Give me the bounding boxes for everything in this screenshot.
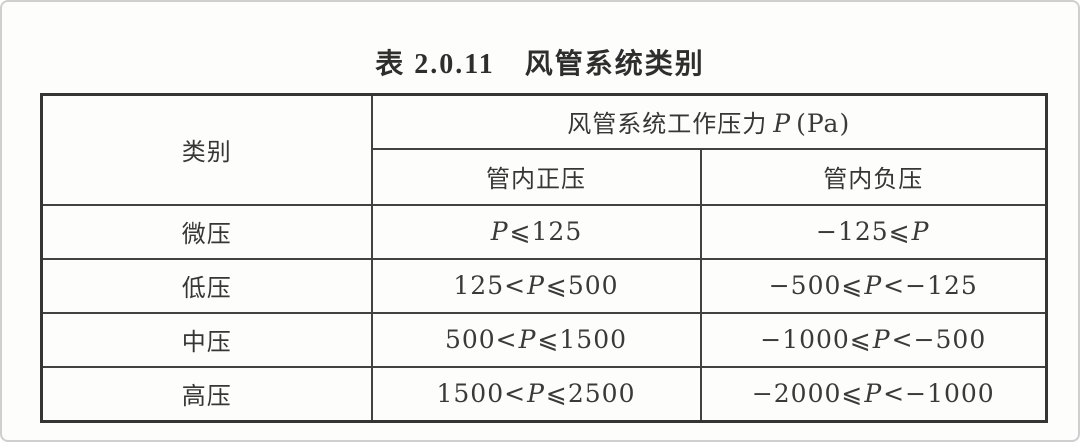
pressure-group-label: 风管系统工作压力 (567, 112, 768, 139)
table-row: 微压 P⩽125 −125⩽P (40, 203, 1048, 260)
positive-pressure-cell: P⩽125 (370, 203, 702, 260)
header-cell-pressure-group: 风管系统工作压力 P (Pa) (370, 93, 1048, 150)
positive-pressure-cell: 1500<P⩽2500 (370, 365, 702, 423)
table-row: 低压 125<P⩽500 −500⩽P<−125 (40, 257, 1048, 314)
positive-pressure-cell: 500<P⩽1500 (370, 311, 702, 368)
header-row-2: 管内正压 管内负压 (42, 147, 1048, 206)
header-cell-negative: 管内负压 (699, 147, 1048, 206)
header-row-1: 类别 风管系统工作压力 P (Pa) (40, 93, 1048, 206)
duct-system-category-table: 类别 风管系统工作压力 P (Pa) 管内正压 管内负压 微压 P⩽125 −125… (40, 93, 1049, 423)
negative-pressure-cell: −1000⩽P<−500 (699, 311, 1048, 368)
table-title: 表 2.0.11 风管系统类别 (375, 49, 705, 80)
category-cell: 低压 (40, 257, 373, 314)
pressure-symbol: P (773, 109, 792, 139)
negative-pressure-cell: −500⩽P<−125 (699, 257, 1048, 314)
category-cell: 微压 (40, 203, 373, 260)
table-row: 高压 1500<P⩽2500 −2000⩽P<−1000 (40, 365, 1048, 423)
pressure-unit: (Pa) (796, 109, 851, 139)
category-cell: 中压 (40, 311, 373, 368)
header-cell-positive: 管内正压 (370, 147, 702, 206)
category-cell: 高压 (40, 365, 373, 423)
positive-pressure-cell: 125<P⩽500 (370, 257, 702, 314)
negative-pressure-cell: −2000⩽P<−1000 (699, 365, 1048, 423)
negative-pressure-cell: −125⩽P (699, 203, 1048, 260)
table-row: 中压 500<P⩽1500 −1000⩽P<−500 (40, 311, 1048, 368)
header-cell-category: 类别 (40, 93, 373, 206)
